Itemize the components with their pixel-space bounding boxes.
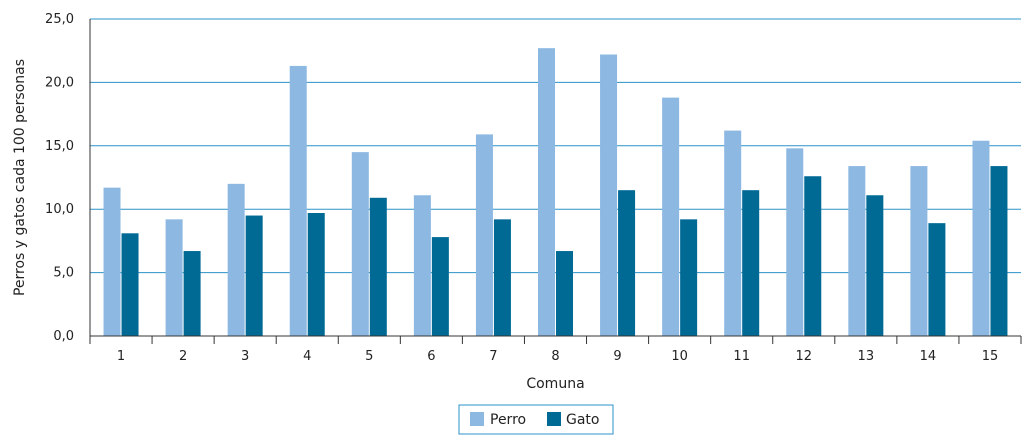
- bar-gato: [804, 176, 822, 336]
- y-tick-label: 10,0: [45, 202, 74, 217]
- axes: [89, 19, 1021, 337]
- x-tick-label: 2: [179, 349, 187, 364]
- bar-gato: [742, 190, 760, 336]
- x-ticks: 1 2 3 4 5 6 7 8 9 10 11 12 13 14 15: [89, 336, 1022, 364]
- gridlines: [90, 18, 1021, 274]
- bar-gato: [183, 251, 201, 336]
- bar-gato: [245, 215, 263, 336]
- bar-gato: [680, 219, 698, 336]
- bar-perro: [600, 54, 618, 337]
- legend-swatch-gato: [547, 412, 561, 426]
- x-tick-label: 4: [303, 349, 311, 364]
- bar-gato: [431, 237, 449, 336]
- bar-perro: [351, 152, 369, 336]
- bar-perro: [910, 166, 928, 336]
- y-tick-label: 20,0: [45, 75, 74, 90]
- x-tick-label: 5: [365, 349, 373, 364]
- bar-perro: [165, 219, 183, 336]
- bar-gato: [493, 219, 511, 336]
- y-tick-label: 5,0: [53, 266, 74, 281]
- bar-perro: [662, 97, 680, 336]
- bar-gato: [307, 213, 325, 336]
- legend-box: [458, 404, 614, 435]
- x-tick-label: 9: [613, 349, 621, 364]
- y-tick-label: 15,0: [45, 139, 74, 154]
- bar-gato: [990, 166, 1008, 336]
- x-tick-label: 14: [920, 349, 937, 364]
- x-tick-label: 1: [117, 349, 125, 364]
- x-tick-label: 7: [489, 349, 497, 364]
- bar-gato: [618, 190, 636, 336]
- bar-gato: [928, 223, 946, 336]
- bars: [103, 48, 1008, 337]
- y-tick-labels: 0,0 5,0 10,0 15,0 20,0 25,0: [45, 12, 74, 344]
- y-axis-title: Perros y gatos cada 100 personas: [12, 59, 28, 296]
- bar-gato: [556, 251, 573, 336]
- x-tick-label: 13: [858, 349, 875, 364]
- bar-perro: [413, 195, 431, 336]
- bar-perro: [538, 48, 555, 336]
- y-tick-label: 25,0: [45, 12, 74, 27]
- bar-perro: [848, 166, 866, 336]
- legend: Perro Gato: [458, 404, 614, 435]
- legend-label-perro: Perro: [490, 412, 526, 428]
- bar-perro: [103, 187, 121, 336]
- bar-gato: [369, 197, 387, 336]
- bar-perro: [724, 130, 742, 336]
- x-tick-label: 11: [733, 349, 750, 364]
- x-tick-label: 3: [241, 349, 249, 364]
- bar-perro: [227, 183, 245, 336]
- bar-gato: [866, 195, 884, 336]
- x-tick-label: 10: [671, 349, 688, 364]
- x-tick-label: 15: [982, 349, 999, 364]
- legend-swatch-perro: [470, 412, 484, 426]
- x-tick-label: 8: [551, 349, 559, 364]
- bar-perro: [972, 140, 990, 336]
- x-tick-label: 6: [427, 349, 435, 364]
- legend-label-gato: Gato: [566, 412, 599, 428]
- bar-gato: [121, 233, 139, 336]
- bar-perro: [475, 134, 493, 336]
- bar-perro: [289, 65, 307, 336]
- bar-perro: [786, 148, 804, 336]
- x-tick-label: 12: [795, 349, 812, 364]
- y-tick-label: 0,0: [53, 329, 74, 344]
- x-axis-title: Comuna: [526, 376, 584, 392]
